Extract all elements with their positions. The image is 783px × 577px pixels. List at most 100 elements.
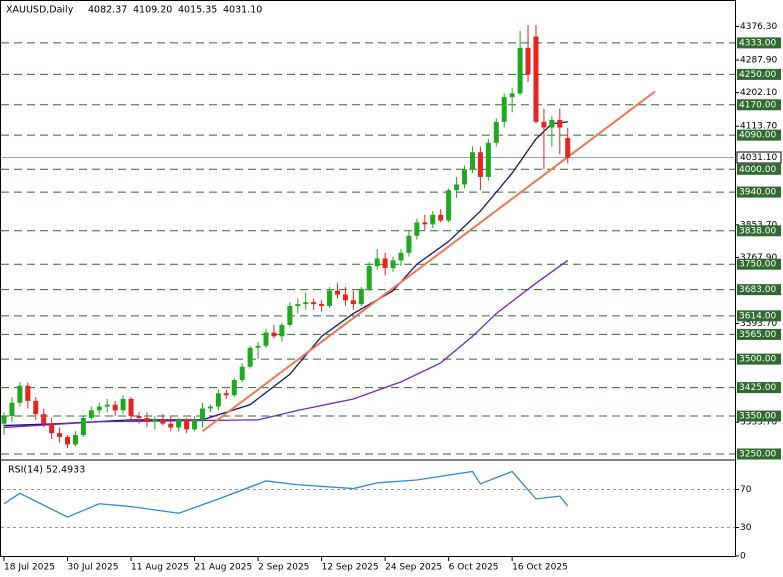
candle-body — [327, 290, 333, 306]
y-tick-label: 4113.70 — [740, 122, 777, 132]
candle-body — [144, 417, 150, 422]
candle-body — [239, 366, 245, 380]
candle-body — [128, 398, 134, 417]
candle-body — [454, 184, 460, 191]
candle-body — [438, 214, 444, 221]
candle-body — [350, 300, 356, 305]
x-tick-label: 30 Jul 2025 — [68, 563, 119, 573]
candle-body — [398, 252, 404, 261]
candle-body — [88, 410, 94, 418]
candle-body — [382, 258, 388, 269]
candle-body — [493, 121, 499, 143]
level-label: 3614.00 — [739, 311, 776, 321]
level-label: 3838.00 — [739, 226, 776, 236]
candle-body — [358, 288, 364, 305]
level-label: 3500.00 — [739, 355, 776, 365]
candle-body — [104, 404, 110, 407]
candle-body — [390, 260, 396, 269]
level-label-box — [737, 68, 781, 80]
level-label-box — [737, 284, 781, 296]
level-label: 3940.00 — [739, 188, 776, 198]
x-tick-label: 18 Jul 2025 — [4, 563, 55, 573]
x-tick-label: 2 Sep 2025 — [258, 563, 309, 573]
y-tick-label: 4202.10 — [740, 88, 777, 98]
candle-body — [525, 47, 531, 75]
candle-body — [168, 423, 174, 428]
level-label-box — [737, 328, 781, 340]
candle-body — [517, 47, 523, 94]
level-label-box — [737, 163, 781, 175]
candle-body — [33, 400, 39, 415]
candle-body — [184, 419, 190, 430]
header-value: 4031.10 — [223, 5, 262, 16]
candle-body — [430, 214, 436, 225]
candle-body — [17, 385, 23, 403]
level-label: 3250.00 — [739, 450, 776, 460]
candle-body — [477, 152, 483, 177]
level-label: 3750.00 — [739, 260, 776, 270]
level-label-box — [737, 353, 781, 365]
candle-body — [9, 402, 15, 417]
level-label: 3425.00 — [739, 383, 776, 393]
rsi-title: RSI(14) 52.4933 — [8, 465, 85, 476]
level-label: 4333.00 — [739, 38, 776, 48]
candle-body — [295, 304, 301, 306]
level-label: 3683.00 — [739, 285, 776, 295]
candle-body — [557, 119, 563, 128]
candle-body — [541, 121, 547, 128]
candle-body — [303, 302, 309, 305]
candle-body — [120, 398, 126, 411]
candle-body — [469, 152, 475, 170]
candle-body — [374, 258, 380, 267]
candle-body — [65, 436, 71, 445]
candle-body — [342, 294, 348, 301]
y-tick-label: 4376.30 — [740, 22, 777, 32]
symbol-title: XAUUSD,Daily — [6, 5, 74, 16]
candle-body — [311, 302, 317, 305]
level-label-box — [737, 448, 781, 460]
candle-body — [271, 332, 277, 337]
indicator-line — [3, 470, 569, 518]
level-label: 3565.00 — [739, 330, 776, 340]
candle-body — [334, 290, 340, 295]
candle-body — [80, 417, 86, 436]
level-label: 4170.00 — [739, 100, 776, 110]
rsi-tick-label: 30 — [740, 523, 752, 533]
candle-body — [247, 347, 253, 367]
x-tick-label: 12 Sep 2025 — [322, 563, 379, 573]
candle-body — [25, 385, 31, 401]
candle-body — [414, 222, 420, 236]
candle-body — [215, 393, 221, 407]
candle-body — [41, 414, 47, 424]
level-label-box — [737, 410, 781, 422]
candle-body — [231, 379, 237, 396]
candle-body — [136, 416, 142, 418]
header-value: 4082.37 — [88, 5, 127, 16]
x-tick-label: 16 Oct 2025 — [512, 563, 568, 573]
candle-body — [223, 393, 229, 396]
level-label: 4090.00 — [739, 131, 776, 141]
candle-body — [160, 419, 166, 424]
candle-body — [152, 419, 158, 422]
level-label-box — [737, 129, 781, 141]
candle-body — [279, 324, 285, 337]
candle-body — [422, 222, 428, 225]
y-tick-label: 4287.90 — [740, 56, 777, 66]
x-tick-label: 11 Aug 2025 — [131, 563, 189, 573]
level-label-box — [737, 99, 781, 111]
candle-body — [509, 93, 515, 98]
y-tick-label: 3593.70 — [740, 319, 777, 329]
candle-body — [112, 404, 118, 411]
indicator-line — [201, 90, 656, 433]
candle-body — [49, 423, 55, 434]
candle-body — [462, 169, 468, 185]
x-tick-label: 24 Sep 2025 — [385, 563, 442, 573]
candle-body — [72, 435, 78, 445]
candle-body — [57, 433, 63, 437]
current-price-label: 4031.10 — [740, 153, 777, 163]
candle-body — [1, 416, 7, 424]
indicator-line — [3, 259, 569, 429]
candle-body — [533, 36, 539, 122]
level-label-box — [737, 225, 781, 237]
